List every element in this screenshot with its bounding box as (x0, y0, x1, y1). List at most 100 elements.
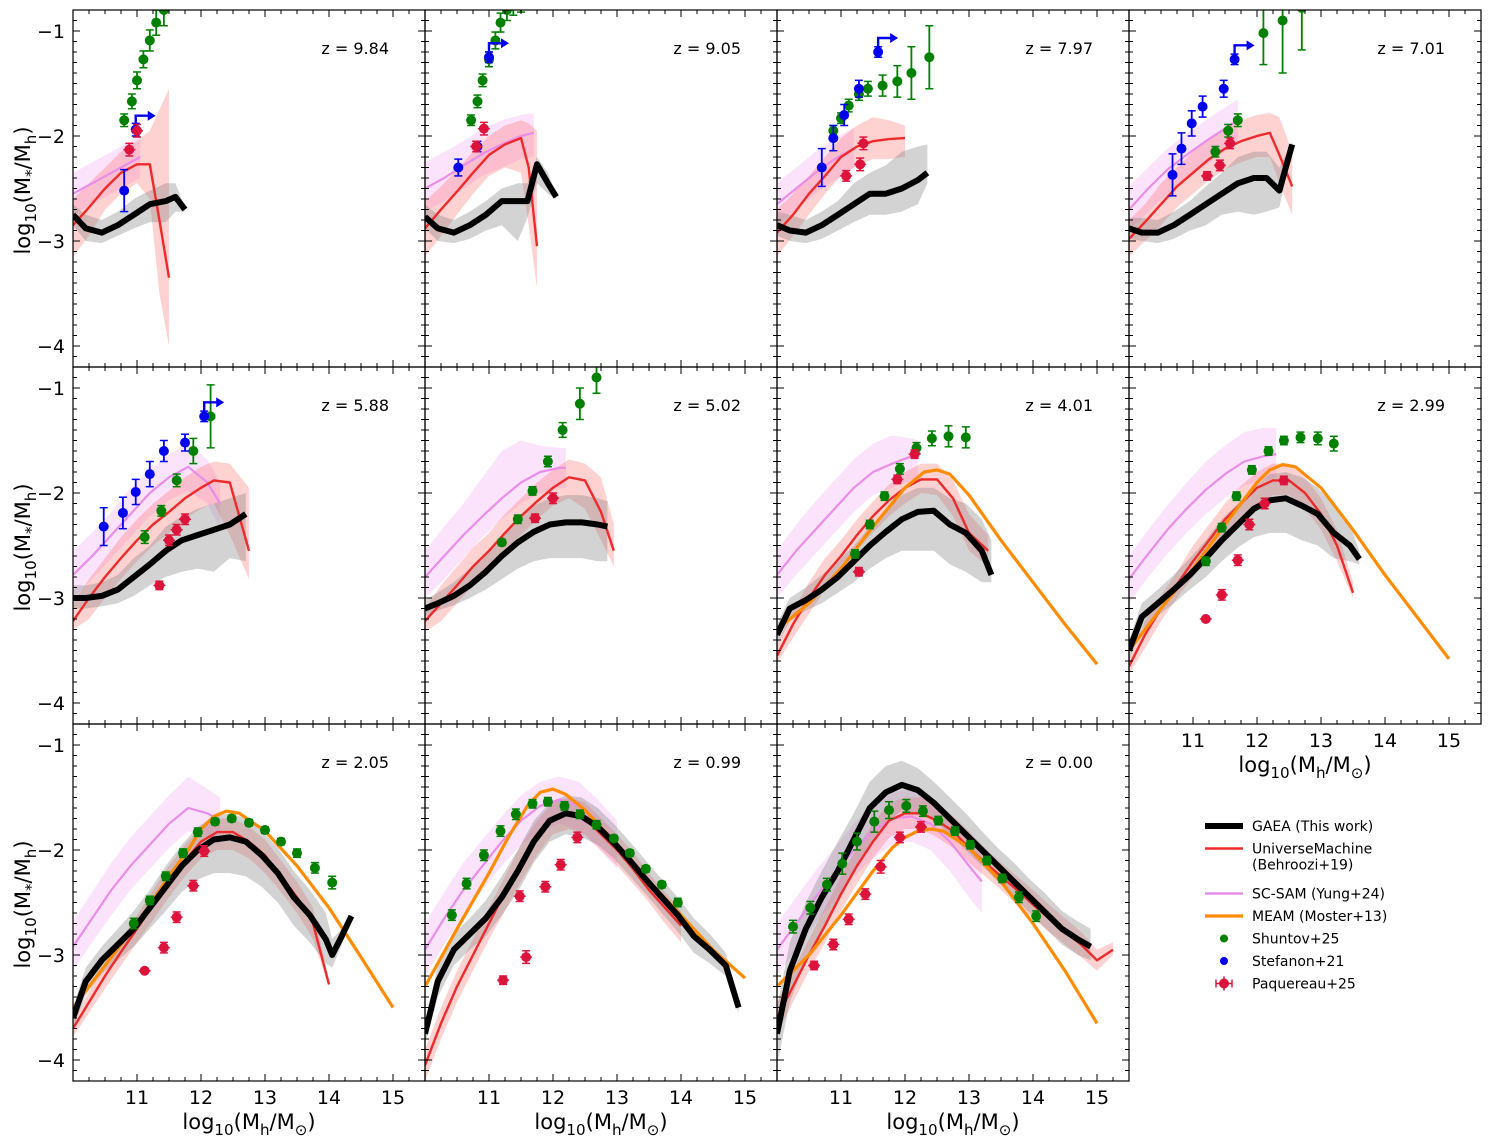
shuntov-point (527, 798, 538, 809)
redshift-label: z = 9.05 (673, 39, 741, 58)
panel-9.05: z = 9.05 (424, 9, 778, 368)
plot-area (425, 10, 559, 289)
um-band (777, 797, 1113, 1034)
shuntov-point (656, 879, 667, 890)
paquereau-point (164, 535, 174, 546)
shuntov-point (160, 871, 171, 882)
shuntov-point (527, 485, 538, 496)
gaea-line (73, 193, 188, 236)
redshift-label: z = 7.97 (1025, 39, 1093, 58)
shuntov-point (788, 921, 798, 932)
shuntov-point (894, 463, 905, 474)
um-line (777, 136, 906, 234)
shuntov-point (139, 532, 150, 543)
plot-area (73, 776, 395, 1037)
legend-label: Shuntov+25 (1252, 932, 1339, 948)
shuntov-point (917, 806, 928, 817)
stefanon-limit-arrow (216, 397, 225, 408)
shuntov-point (997, 873, 1008, 884)
plot-area (1129, 10, 1307, 257)
scsam-line (73, 806, 221, 948)
shuntov-point (926, 433, 937, 444)
stefanon-limit (1233, 44, 1249, 60)
scsam-line (425, 466, 566, 578)
shuntov-point (591, 819, 602, 830)
paquereau-point (894, 832, 905, 843)
redshift-label: z = 5.88 (321, 396, 389, 415)
shuntov-point (1312, 433, 1323, 444)
shuntov-point (477, 75, 488, 86)
x-tick-label: 12 (893, 1087, 917, 1109)
x-tick-label: 11 (1181, 730, 1205, 752)
paquereau-point (199, 846, 210, 857)
plot-area (777, 760, 1114, 1066)
plot-area (777, 425, 1099, 666)
legend-label: (Behroozi+19) (1252, 858, 1353, 874)
scsam-band (1129, 427, 1277, 604)
shuntov-point (877, 80, 888, 91)
x-tick-label: 12 (189, 1087, 213, 1109)
shuntov-point (884, 805, 894, 816)
paquereau-point (1216, 589, 1227, 600)
stefanon-point (158, 446, 169, 456)
scsam-line (1129, 453, 1277, 580)
shuntov-point (478, 850, 489, 861)
shuntov-point (862, 83, 873, 94)
stefanon-point (180, 437, 190, 448)
shuntov-point (512, 514, 523, 525)
scsam-band (425, 112, 534, 212)
shuntov-point (158, 10, 169, 15)
um-band (425, 797, 681, 1081)
shuntov-point (192, 827, 203, 838)
legend-entry-paquereau: Paquereau+25 (1215, 976, 1356, 993)
x-tick-label: 15 (1085, 1087, 1109, 1109)
legend-label: Paquereau+25 (1252, 977, 1356, 993)
plot-area (73, 384, 251, 630)
redshift-label: z = 2.99 (1377, 396, 1445, 415)
paquereau-point (555, 859, 566, 870)
x-axis-label: log10​(Mh​/M⊙​) (534, 1110, 667, 1139)
gaea-band (777, 487, 992, 646)
paquereau-point (540, 881, 551, 892)
shuntov-point (869, 816, 880, 827)
stefanon-point (98, 521, 109, 532)
x-tick-label: 12 (541, 1087, 565, 1109)
stefanon-point (828, 133, 839, 144)
x-tick-label: 15 (733, 1087, 757, 1109)
um-band (425, 120, 537, 289)
shuntov-point (892, 76, 903, 87)
shuntov-point (943, 431, 954, 442)
scsam-band (73, 443, 221, 598)
legend-entry-stefanon: Stefanon+21 (1220, 954, 1344, 970)
plot-area (425, 776, 747, 1081)
panel-frame (776, 9, 1130, 368)
paquereau-point (188, 880, 199, 891)
legend-swatch (1220, 934, 1228, 943)
paquereau-point (139, 965, 150, 976)
paquereau-point (154, 580, 165, 591)
stefanon-limit (487, 42, 503, 58)
shuntov-point (151, 17, 162, 28)
shuntov-point (574, 398, 585, 409)
x-tick-label: 14 (1021, 1087, 1045, 1109)
shuntov-point (960, 432, 971, 443)
gaea-band (73, 183, 185, 244)
shuntov-point (965, 839, 976, 850)
shuntov-point (933, 815, 944, 826)
shuntov-point (850, 548, 861, 559)
legend-entry-gaea: GAEA (This work) (1205, 819, 1373, 835)
shuntov-point (879, 491, 890, 502)
shuntov-point (1277, 15, 1288, 26)
legend-label: UniverseMachine (1252, 842, 1372, 858)
legend-swatch (1220, 957, 1228, 965)
shuntov-point (981, 855, 992, 866)
panel-0.00: 11 12 13 14 15 z = 0.00 (776, 723, 1130, 1109)
shuntov-point (1328, 438, 1339, 449)
stefanon-limit (876, 36, 893, 52)
stefanon-limit-arrow (501, 38, 509, 49)
scsam-line (777, 455, 918, 576)
paquereau-point (1225, 138, 1236, 149)
paquereau-point (521, 952, 532, 963)
um-line (73, 479, 251, 622)
gaea-line (777, 507, 995, 637)
